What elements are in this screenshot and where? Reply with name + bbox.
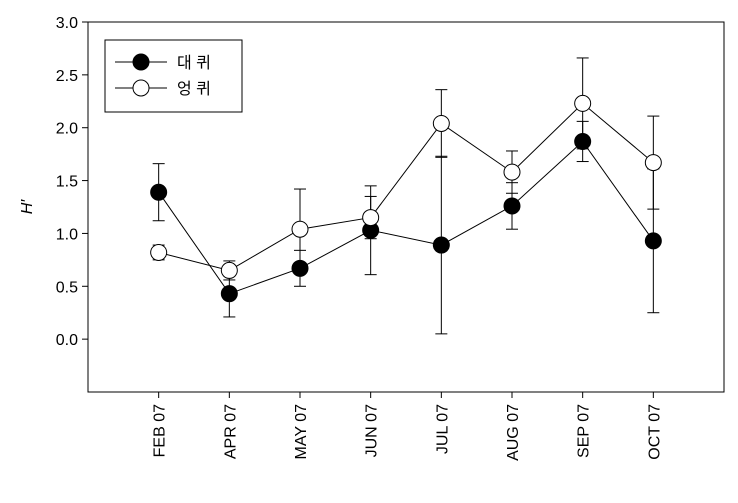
marker (220, 261, 238, 279)
series-line (158, 140, 654, 295)
y-tick-label: 2.5 (56, 68, 78, 85)
marker (503, 163, 521, 181)
plot-frame (87, 21, 725, 393)
marker (150, 183, 168, 201)
x-tick-label: SEP 07 (576, 404, 593, 458)
legend-box (104, 39, 243, 113)
marker (150, 243, 168, 261)
y-tick-label: 0.5 (56, 279, 78, 296)
marker (220, 285, 238, 303)
series-line (158, 102, 654, 271)
x-tick-label: OCT 07 (646, 404, 663, 460)
marker (291, 259, 309, 277)
marker (644, 154, 662, 172)
x-tick-label: APR 07 (222, 404, 239, 459)
legend-marker (132, 53, 150, 71)
y-tick-label: 1.5 (56, 174, 78, 191)
x-tick-label: JUN 07 (364, 404, 381, 457)
legend-label: 엉 퀴 (177, 80, 211, 98)
y-tick-label: 1.0 (56, 226, 78, 243)
x-tick-label: JUL 07 (434, 404, 451, 454)
y-axis-label: H′ (19, 199, 36, 215)
y-tick-label: 3.0 (56, 15, 78, 32)
x-tick-label: AUG 07 (505, 404, 522, 461)
marker (362, 209, 380, 227)
marker (291, 220, 309, 238)
y-tick-label: 0.0 (56, 332, 78, 349)
x-tick-label: MAY 07 (293, 404, 310, 460)
marker (432, 236, 450, 254)
marker (432, 114, 450, 132)
y-tick-label: 2.0 (56, 121, 78, 138)
legend-label: 대 퀴 (177, 54, 211, 72)
marker (574, 132, 592, 150)
legend-marker (132, 79, 150, 97)
x-tick-label: FEB 07 (152, 404, 169, 457)
marker (574, 94, 592, 112)
marker (644, 232, 662, 250)
marker (503, 197, 521, 215)
